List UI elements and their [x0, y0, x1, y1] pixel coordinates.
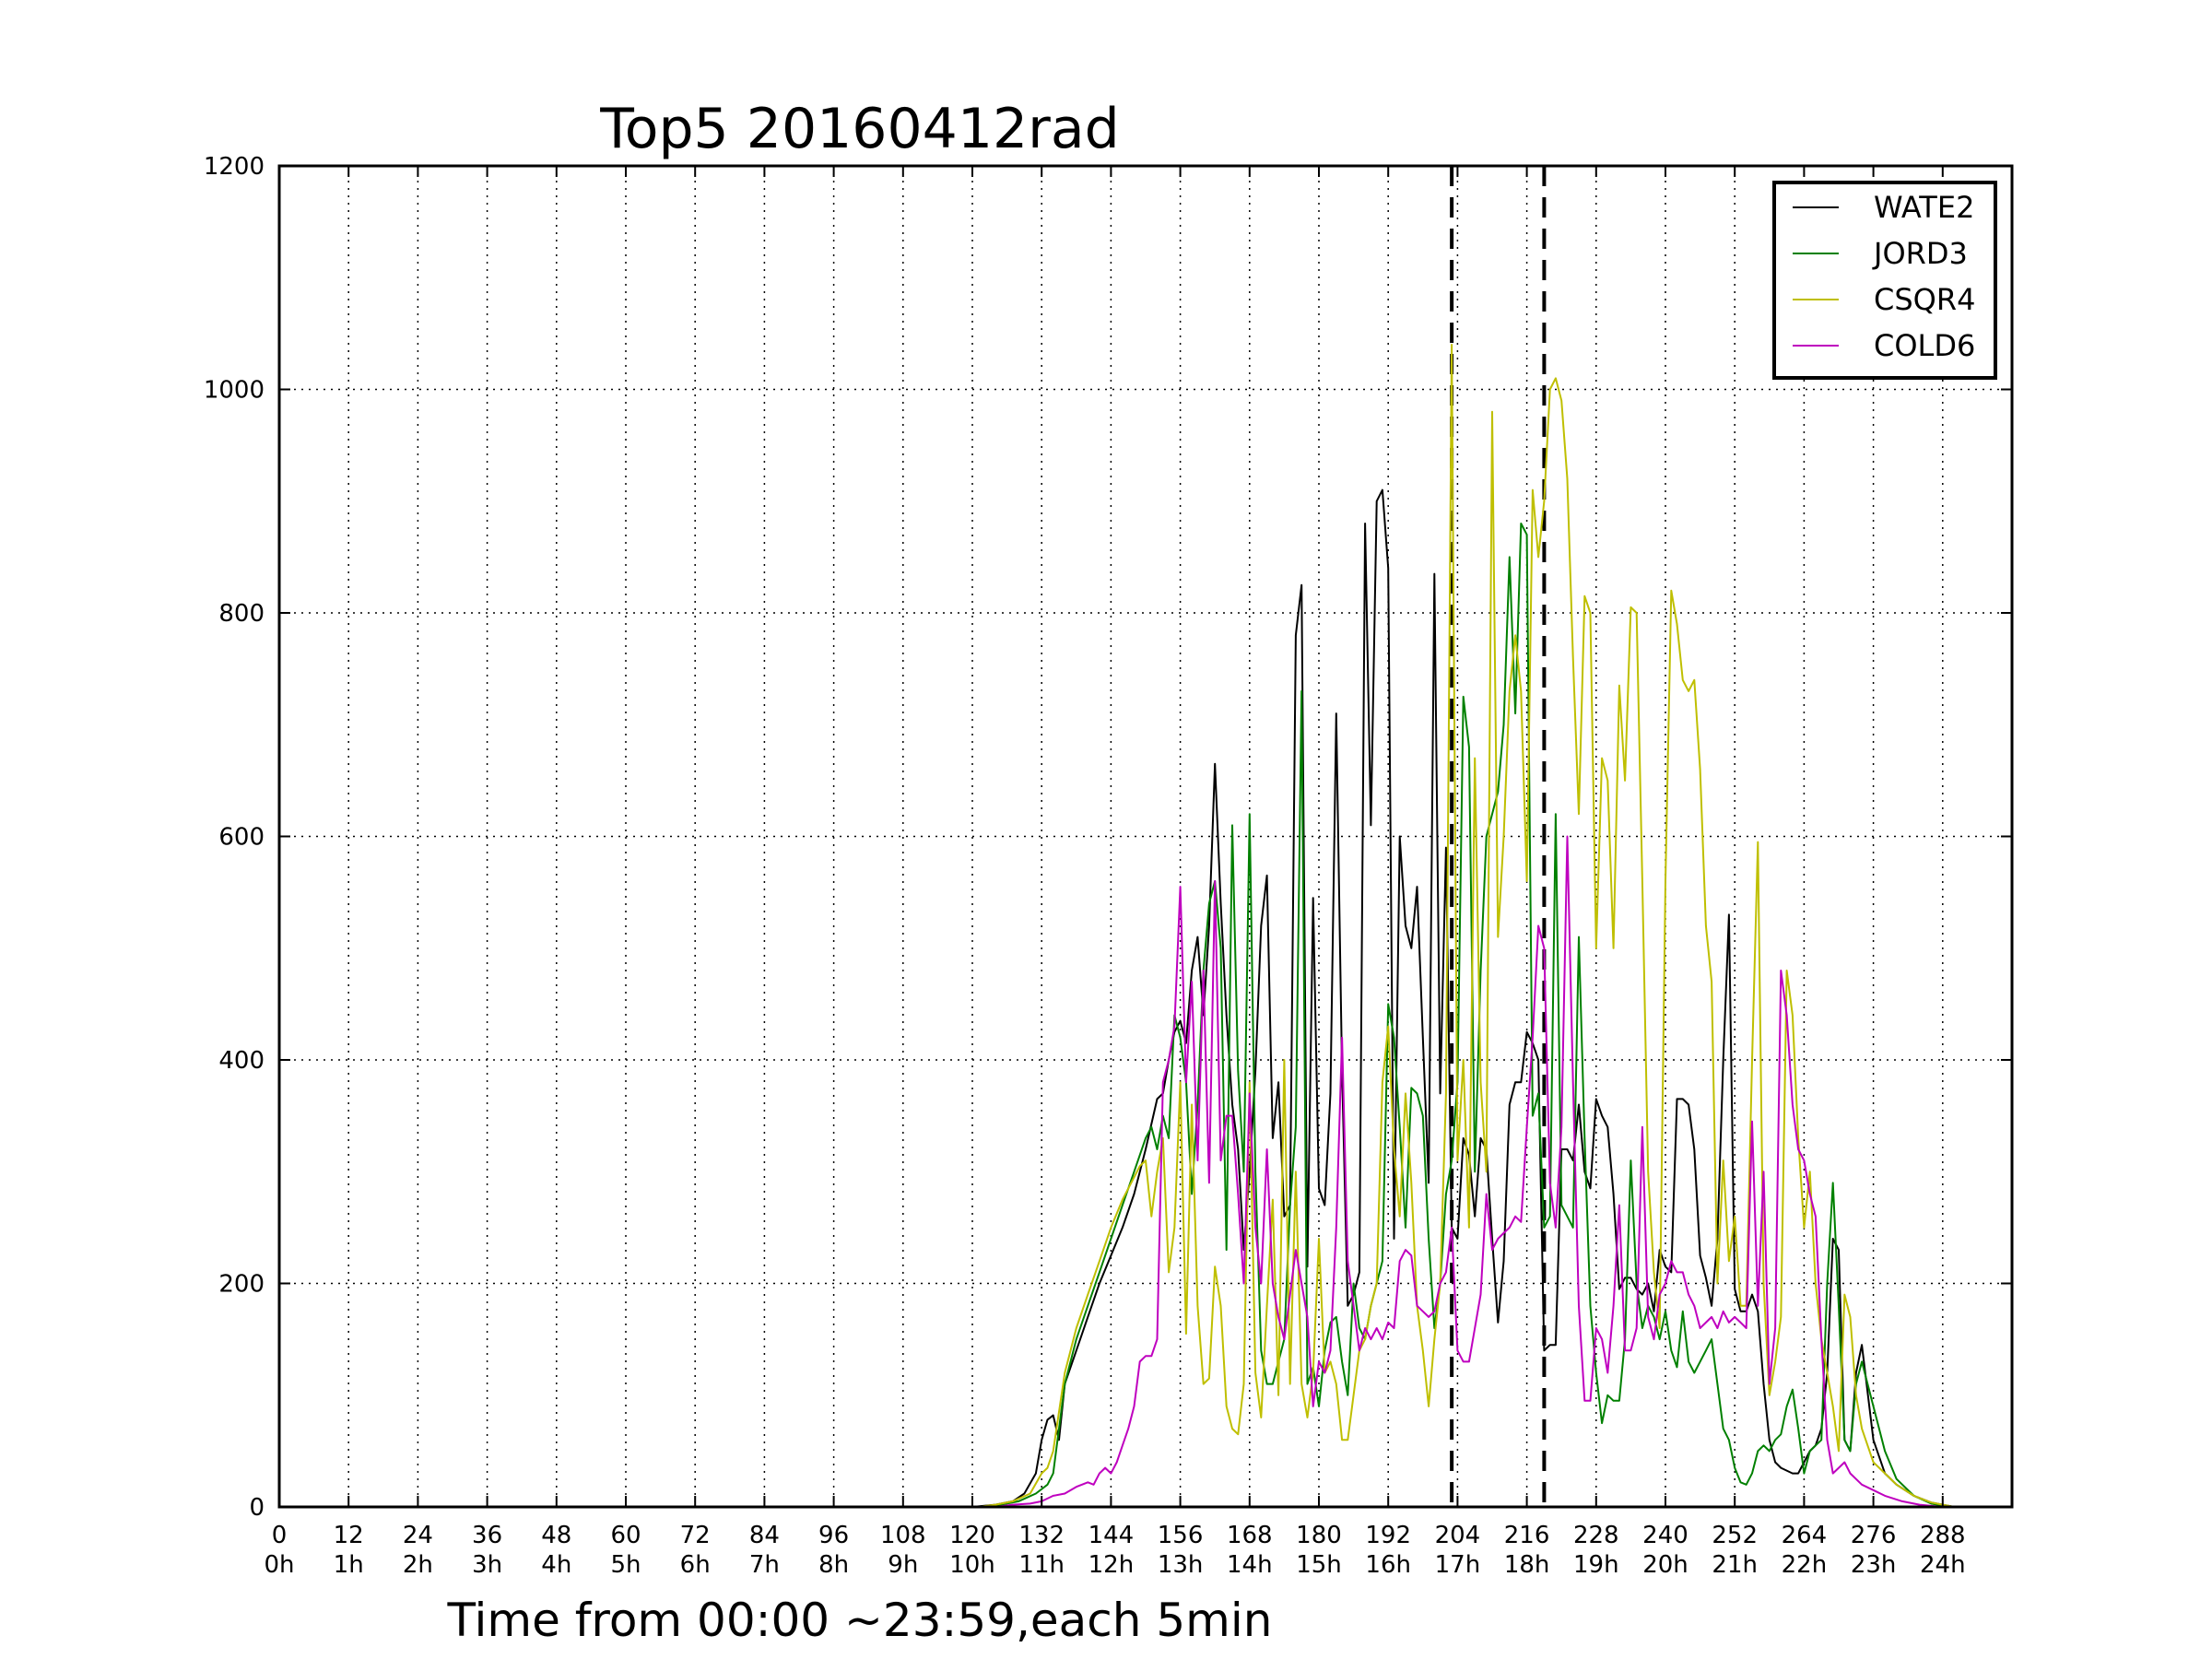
x-tick-label: 108 [880, 1522, 926, 1549]
x-tick-label: 216 [1504, 1522, 1550, 1549]
x-tick-hour-label: 4h [541, 1551, 571, 1579]
x-tick-label: 48 [541, 1522, 571, 1549]
x-tick-label: 156 [1158, 1522, 1204, 1549]
x-tick-hour-label: 6h [680, 1551, 711, 1579]
x-tick-hour-label: 20h [1642, 1551, 1688, 1579]
x-tick-hour-label: 18h [1504, 1551, 1550, 1579]
x-tick-label: 228 [1573, 1522, 1619, 1549]
series-line-wate2 [279, 488, 1955, 1508]
series-layer [279, 344, 1955, 1508]
x-tick-label: 12 [334, 1522, 364, 1549]
x-tick-label: 168 [1227, 1522, 1273, 1549]
x-tick-label: 60 [610, 1522, 641, 1549]
series-line-jord3 [279, 523, 1955, 1508]
x-tick-hour-label: 21h [1712, 1551, 1758, 1579]
x-tick-label: 264 [1782, 1522, 1828, 1549]
series-line-csqr4 [279, 344, 1955, 1508]
x-tick-hour-label: 23h [1851, 1551, 1897, 1579]
y-tick-label: 0 [249, 1494, 265, 1522]
y-tick-label: 1000 [204, 377, 265, 405]
y-tick-label: 1200 [204, 153, 265, 181]
x-tick-label: 192 [1365, 1522, 1411, 1549]
x-tick-label: 84 [749, 1522, 780, 1549]
x-tick-hour-label: 11h [1018, 1551, 1065, 1579]
series-line-cold6 [279, 835, 1943, 1508]
x-tick-label: 252 [1712, 1522, 1758, 1549]
x-tick-hour-label: 12h [1088, 1551, 1135, 1579]
x-tick-hour-label: 19h [1573, 1551, 1619, 1579]
tick-layer [278, 165, 2012, 1508]
x-tick-label: 240 [1642, 1522, 1688, 1549]
chart-title: Top5 20160412rad [599, 97, 1119, 161]
x-tick-hour-label: 14h [1227, 1551, 1273, 1579]
x-tick-label: 24 [403, 1522, 433, 1549]
y-tick-label: 800 [218, 600, 265, 628]
y-tick-label: 200 [218, 1271, 265, 1299]
x-axis-label: Time from 00:00 ~23:59,each 5min [447, 1594, 1273, 1647]
x-tick-hour-label: 0h [264, 1551, 294, 1579]
x-tick-hour-label: 7h [749, 1551, 780, 1579]
x-tick-hour-label: 15h [1296, 1551, 1342, 1579]
x-tick-label: 72 [680, 1522, 711, 1549]
x-tick-label: 276 [1851, 1522, 1897, 1549]
label-layer: 02004006008001000120000h121h242h363h484h… [204, 153, 1966, 1579]
legend: WATE2 JORD3 CSQR4 COLD6 [1772, 181, 1997, 380]
x-tick-hour-label: 22h [1782, 1551, 1828, 1579]
legend-label-csqr4: CSQR4 [1874, 282, 1975, 317]
x-tick-hour-label: 1h [334, 1551, 364, 1579]
y-tick-label: 600 [218, 824, 265, 852]
x-tick-hour-label: 3h [472, 1551, 502, 1579]
x-tick-hour-label: 13h [1158, 1551, 1204, 1579]
x-tick-hour-label: 2h [403, 1551, 433, 1579]
legend-label-wate2: WATE2 [1874, 190, 1974, 225]
x-tick-label: 144 [1088, 1522, 1135, 1549]
x-tick-label: 288 [1920, 1522, 1966, 1549]
legend-label-cold6: COLD6 [1874, 328, 1975, 363]
x-tick-hour-label: 24h [1920, 1551, 1966, 1579]
x-tick-hour-label: 5h [610, 1551, 641, 1579]
x-tick-hour-label: 8h [818, 1551, 849, 1579]
x-tick-label: 0 [272, 1522, 288, 1549]
x-tick-hour-label: 9h [888, 1551, 918, 1579]
x-tick-label: 204 [1435, 1522, 1481, 1549]
x-tick-label: 180 [1296, 1522, 1342, 1549]
grid-layer [279, 166, 2012, 1507]
y-tick-label: 400 [218, 1047, 265, 1075]
x-tick-label: 96 [818, 1522, 849, 1549]
x-tick-hour-label: 16h [1365, 1551, 1411, 1579]
x-tick-label: 36 [472, 1522, 502, 1549]
x-tick-label: 120 [949, 1522, 995, 1549]
x-tick-hour-label: 17h [1435, 1551, 1481, 1579]
x-tick-label: 132 [1018, 1522, 1065, 1549]
legend-label-jord3: JORD3 [1872, 236, 1968, 271]
x-tick-hour-label: 10h [949, 1551, 995, 1579]
